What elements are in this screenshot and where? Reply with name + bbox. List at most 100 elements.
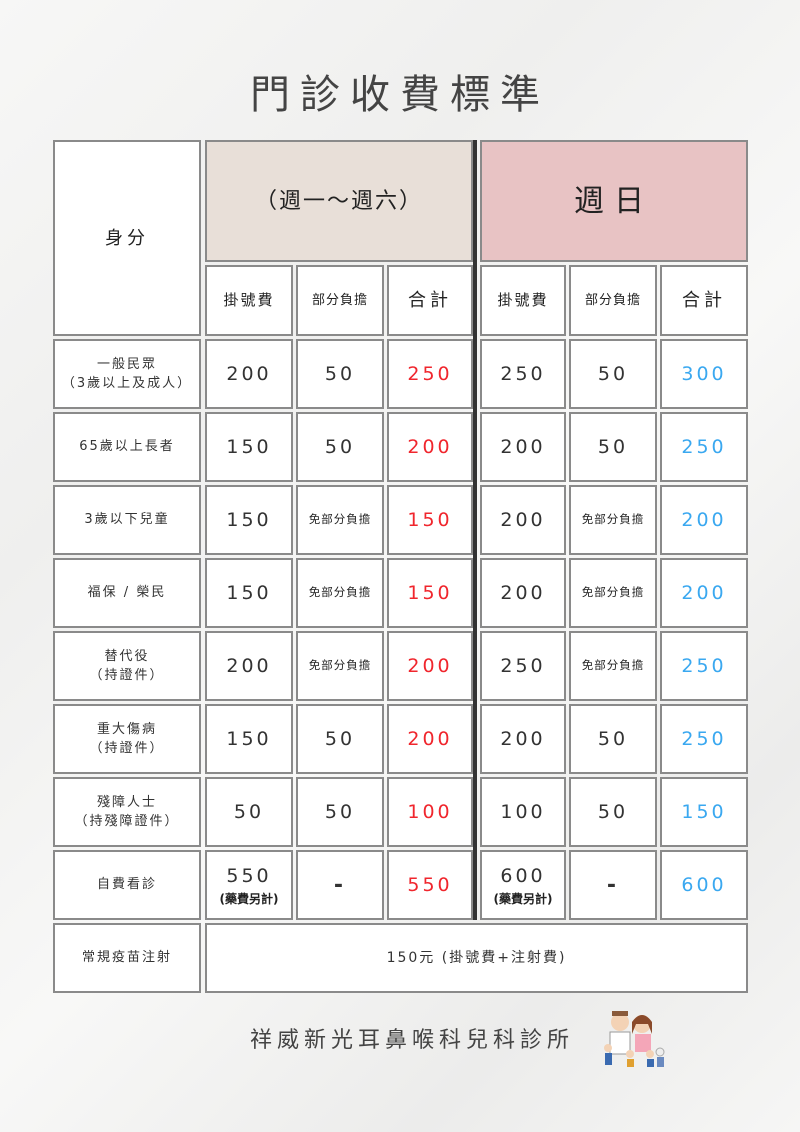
fee-value: 50 [324,435,356,458]
fee-cell: 免部分負擔 [296,485,384,555]
vaccine-fee-value: 150元 (掛號費+注射費) [386,949,567,966]
identity-note: （持證件） [89,668,165,683]
total-value: 300 [681,362,727,385]
fee-value: 250 [500,654,546,677]
column-header-label: 掛號費 [497,291,549,310]
fee-value: 免部分負擔 [308,658,372,673]
identity-note: （持證件） [89,741,165,756]
identity-label: 殘障人士 [96,794,157,810]
fee-cell: 50 [296,339,384,409]
identity-label: 重大傷病 [96,721,157,737]
clinic-name: 祥威新光耳鼻喉科兒科診所 [250,1028,575,1053]
fee-value: 150 [226,727,272,750]
identity-cell: 福保 / 榮民 [53,558,201,628]
fee-value: 100 [500,800,546,823]
fee-cell: 100 [387,777,473,847]
fee-note: (藥費另計) [219,892,279,907]
total-value: 550 [407,873,453,896]
fee-cell: 300 [660,339,748,409]
column-group-divider [473,140,477,920]
fee-value: 150 [226,508,272,531]
fee-cell: - [296,850,384,920]
fee-value: 免部分負擔 [581,585,645,600]
fee-cell: 150 [205,412,293,482]
total-value: 250 [407,362,453,385]
fee-cell: 免部分負擔 [569,485,657,555]
fee-value: 50 [597,435,629,458]
total-value: 600 [681,873,727,896]
identity-label: 自費看診 [96,877,157,893]
column-header-label: 部分負擔 [584,292,641,308]
fee-cell: 250 [480,339,566,409]
fee-value: 550 [226,864,272,887]
column-header-label: 合計 [682,290,726,311]
fee-value: 免部分負擔 [308,512,372,527]
column-header: 掛號費 [205,265,293,336]
fee-value: 50 [597,727,629,750]
identity-label: 一般民眾 [96,356,157,372]
fee-value: 200 [500,727,546,750]
total-value: 150 [681,800,727,823]
sunday-header-label: 週日 [574,183,654,219]
fee-cell: 250 [660,704,748,774]
doctor-nurse-icon [604,1011,665,1067]
identity-label: 65歲以上長者 [79,439,175,455]
fee-cell: 200 [387,412,473,482]
identity-note: （3歲以上及成人） [61,376,193,391]
fee-value: 50 [597,362,629,385]
identity-label: 常規疫苗注射 [81,950,172,966]
identity-cell: 自費看診 [53,850,201,920]
fee-cell: 200 [205,339,293,409]
total-value: 200 [407,727,453,750]
fee-value: 50 [324,362,356,385]
fee-cell: 50 [296,777,384,847]
fee-cell: 50 [569,339,657,409]
fee-value: 600 [500,864,546,887]
total-value: 250 [681,727,727,750]
fee-value: 250 [500,362,546,385]
fee-cell: 200 [660,558,748,628]
fee-value: 50 [597,800,629,823]
fee-cell: 200 [480,558,566,628]
fee-cell: 150 [205,485,293,555]
identity-cell: 3歲以下兒童 [53,485,201,555]
column-header: 合計 [660,265,748,336]
identity-header-label: 身分 [105,227,149,249]
fee-cell: 200 [387,704,473,774]
total-value: 100 [407,800,453,823]
fee-value: 50 [324,800,356,823]
total-value: 200 [407,654,453,677]
identity-cell: 殘障人士 （持殘障證件） [53,777,201,847]
fee-cell: - [569,850,657,920]
column-header: 合計 [387,265,473,336]
total-value: 250 [681,435,727,458]
fee-cell: 200 [480,485,566,555]
total-value: 250 [681,654,727,677]
total-value: 200 [681,508,727,531]
fee-cell: 150 [387,485,473,555]
identity-label: 替代役 [104,648,150,664]
column-header: 部分負擔 [569,265,657,336]
fee-cell: 50 [296,704,384,774]
fee-value: 150 [226,581,272,604]
fee-cell: 550 (藥費另計) [205,850,293,920]
total-value: 200 [681,581,727,604]
fee-cell: 150 [205,704,293,774]
fee-value: 50 [233,800,265,823]
total-value: 200 [407,435,453,458]
fee-cell: 250 [387,339,473,409]
fee-cell: 200 [660,485,748,555]
fee-value: 免部分負擔 [581,658,645,673]
identity-cell: 替代役 （持證件） [53,631,201,701]
weekday-header: （週一～週六） [205,140,473,262]
fee-cell: 250 [480,631,566,701]
fee-cell: 50 [296,412,384,482]
identity-cell: 常規疫苗注射 [53,923,201,993]
fee-value: 200 [226,362,272,385]
identity-label: 3歲以下兒童 [84,512,170,528]
column-header-label: 掛號費 [223,291,275,310]
fee-cell: 200 [387,631,473,701]
fee-cell: 免部分負擔 [569,631,657,701]
fee-value: 免部分負擔 [581,512,645,527]
fee-value: 200 [500,435,546,458]
